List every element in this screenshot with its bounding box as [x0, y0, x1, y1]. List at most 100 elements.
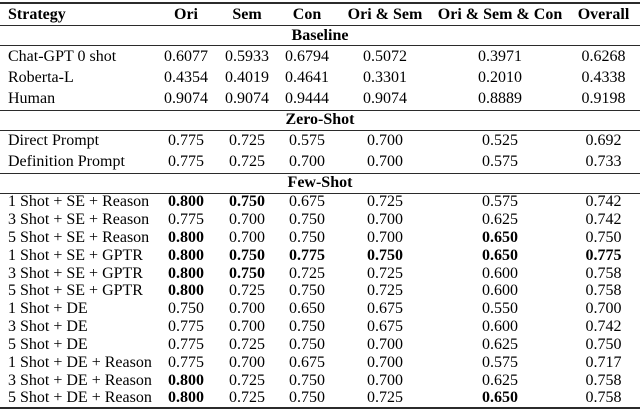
cell-con: 0.675	[289, 354, 325, 371]
cell-sem: 0.725	[229, 389, 265, 407]
table-body: Baseline Chat-GPT 0 shot 0.6077 0.5933 0.679…	[0, 25, 640, 408]
table-row: Definition Prompt 0.775 0.725 0.700 0.700 0.5…	[0, 152, 640, 174]
cell-ori: 0.9074	[164, 90, 208, 107]
strategy-cell: 5 Shot + DE + Reason	[8, 389, 152, 407]
cell-con: 0.750	[289, 210, 325, 228]
cell-con: 0.675	[289, 193, 325, 211]
cell-con: 0.750	[289, 228, 325, 246]
cell-overall: 0.4338	[581, 68, 626, 86]
table-row: 3 Shot + SE + GPTR 0.800 0.750 0.725 0.725 0.…	[0, 265, 640, 283]
cell-ori: 0.775	[168, 336, 204, 354]
cell-sem: 0.725	[229, 153, 265, 170]
cell-overall: 0.6268	[581, 47, 626, 65]
cell-overall: 0.758	[585, 389, 622, 407]
table-row: Chat-GPT 0 shot 0.6077 0.5933 0.6794 0.5072 0…	[0, 46, 640, 68]
cell-ori-sem-con: 0.600	[482, 264, 518, 282]
cell-sem: 0.700	[229, 354, 265, 371]
cell-ori: 0.775	[168, 210, 204, 228]
column-header-overall: Overall	[567, 3, 640, 26]
cell-sem: 0.750	[229, 246, 265, 264]
cell-ori: 0.800	[168, 264, 204, 282]
cell-con: 0.750	[289, 336, 325, 354]
column-header-ori-sem: Ori & Sem	[337, 3, 433, 26]
column-header-ori-sem-con: Ori & Sem & Con	[433, 3, 567, 26]
cell-ori-sem: 0.700	[367, 153, 403, 170]
cell-sem: 0.725	[229, 132, 265, 149]
cell-ori-sem: 0.700	[367, 354, 403, 371]
cell-con: 0.6794	[285, 47, 329, 65]
cell-ori-sem: 0.3301	[363, 68, 407, 86]
table-row: Roberta-L 0.4354 0.4019 0.4641 0.3301 0.2010 0…	[0, 67, 640, 89]
strategy-cell: 5 Shot + DE	[8, 336, 88, 354]
cell-ori-sem: 0.700	[367, 132, 403, 149]
cell-ori-sem: 0.5072	[363, 47, 407, 65]
cell-ori-sem: 0.725	[367, 193, 403, 211]
cell-overall: 0.775	[585, 246, 622, 264]
strategy-cell: Human	[8, 90, 56, 107]
cell-ori-sem-con: 0.575	[482, 354, 518, 371]
cell-overall: 0.717	[585, 354, 622, 371]
cell-sem: 0.700	[229, 210, 265, 228]
table-row: Human 0.9074 0.9074 0.9444 0.9074 0.8889 0.919…	[0, 89, 640, 111]
cell-ori-sem: 0.725	[367, 389, 403, 407]
table-row: 5 Shot + SE + GPTR 0.800 0.725 0.750 0.725 0.…	[0, 282, 640, 300]
cell-overall: 0.733	[585, 153, 622, 170]
cell-ori-sem-con: 0.650	[482, 228, 518, 246]
cell-ori-sem-con: 0.550	[482, 300, 518, 318]
cell-con: 0.750	[289, 282, 325, 300]
cell-con: 0.775	[289, 246, 325, 264]
cell-sem: 0.725	[229, 336, 265, 354]
table-row: 1 Shot + DE 0.750 0.700 0.650 0.675 0.550 0.70…	[0, 300, 640, 318]
cell-ori-sem-con: 0.600	[482, 318, 518, 336]
cell-sem: 0.750	[229, 193, 265, 211]
cell-ori-sem-con: 0.8889	[478, 90, 522, 107]
cell-ori-sem: 0.675	[367, 318, 403, 336]
cell-sem: 0.700	[229, 228, 265, 246]
strategy-cell: 1 Shot + SE + Reason	[8, 193, 150, 211]
cell-ori: 0.800	[168, 371, 204, 389]
table-row: 5 Shot + DE 0.775 0.725 0.750 0.700 0.625 0.75…	[0, 336, 640, 354]
cell-ori: 0.800	[168, 246, 204, 264]
cell-ori-sem-con: 0.3971	[478, 47, 522, 65]
strategy-cell: 3 Shot + SE + Reason	[8, 210, 150, 228]
strategy-cell: Definition Prompt	[8, 153, 125, 170]
cell-ori: 0.775	[168, 132, 204, 149]
cell-ori-sem-con: 0.650	[482, 389, 518, 407]
column-header-strategy: Strategy	[0, 3, 155, 26]
table-row: 1 Shot + DE + Reason 0.775 0.700 0.675 0.700…	[0, 354, 640, 372]
cell-ori-sem: 0.700	[367, 336, 403, 354]
cell-con: 0.650	[289, 300, 325, 318]
cell-ori-sem: 0.725	[367, 264, 403, 282]
cell-ori: 0.750	[168, 300, 204, 318]
cell-sem: 0.700	[229, 300, 265, 318]
cell-sem: 0.725	[229, 282, 265, 300]
cell-ori-sem: 0.675	[367, 300, 403, 318]
strategy-cell: Direct Prompt	[8, 132, 100, 149]
cell-ori-sem-con: 0.2010	[478, 68, 522, 86]
cell-sem: 0.5933	[225, 47, 269, 65]
cell-con: 0.750	[289, 318, 325, 336]
cell-ori: 0.800	[168, 282, 204, 300]
cell-ori-sem: 0.725	[367, 282, 403, 300]
table-row: 3 Shot + DE + Reason 0.800 0.725 0.750 0.700…	[0, 372, 640, 390]
cell-overall: 0.750	[585, 336, 622, 354]
strategy-cell: Roberta-L	[8, 68, 74, 86]
cell-ori: 0.4354	[164, 68, 208, 86]
table-row: 5 Shot + DE + Reason 0.800 0.725 0.750 0.725…	[0, 390, 640, 408]
table-row: 5 Shot + SE + Reason 0.800 0.700 0.750 0.700…	[0, 229, 640, 247]
strategy-cell: 1 Shot + DE + Reason	[8, 354, 152, 371]
cell-ori-sem: 0.700	[367, 228, 403, 246]
section-title: Few-Shot	[0, 172, 640, 194]
table-row: 3 Shot + SE + Reason 0.775 0.700 0.750 0.700…	[0, 211, 640, 229]
cell-overall: 0.692	[585, 132, 622, 149]
cell-ori-sem-con: 0.600	[482, 282, 518, 300]
table-row: 3 Shot + DE 0.775 0.700 0.750 0.675 0.600 0.74…	[0, 318, 640, 336]
cell-ori: 0.775	[168, 153, 204, 170]
section-row-few-shot: Few-Shot	[0, 172, 640, 194]
cell-ori: 0.800	[168, 389, 204, 407]
cell-ori: 0.800	[168, 228, 204, 246]
section-title: Zero-Shot	[0, 109, 640, 131]
cell-ori-sem: 0.750	[367, 246, 403, 264]
cell-con: 0.700	[289, 153, 325, 170]
strategy-cell: 5 Shot + SE + Reason	[8, 228, 150, 246]
